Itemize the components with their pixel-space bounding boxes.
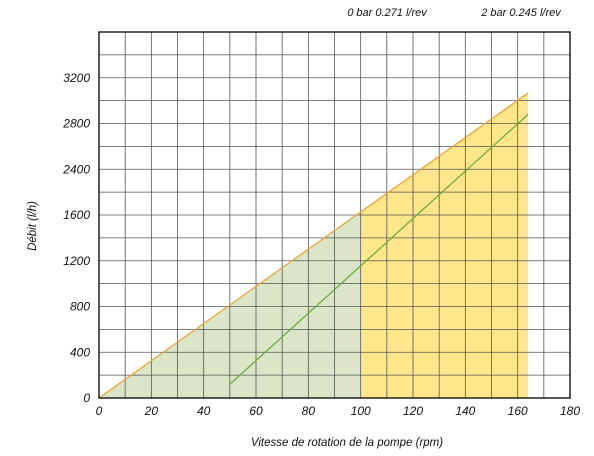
y-tick-label: 800 bbox=[70, 300, 90, 314]
x-tick-label: 160 bbox=[508, 404, 528, 418]
plot-frame bbox=[98, 31, 571, 399]
series-line-1 bbox=[98, 92, 529, 399]
y-tick-label: 0 bbox=[83, 391, 90, 405]
legend-entry-1: 0 bar 0.271 l/rev bbox=[347, 7, 428, 19]
y-axis-label: Débit (l/h) bbox=[27, 201, 39, 251]
x-tick-labels: 0 20 40 60 80 100 120 140 160 180 bbox=[96, 404, 581, 418]
y-tick-label: 1600 bbox=[63, 208, 90, 222]
x-tick-label: 120 bbox=[403, 404, 423, 418]
y-tick-label: 3200 bbox=[63, 71, 90, 85]
legend-entry-2: 2 bar 0.245 l/rev bbox=[480, 7, 562, 19]
y-tick-labels: 0 400 800 1200 1600 2400 2800 3200 bbox=[62, 71, 90, 405]
x-tick-label: 140 bbox=[455, 404, 475, 418]
x-tick-label: 180 bbox=[560, 404, 580, 418]
x-tick-label: 100 bbox=[351, 404, 371, 418]
y-tick-label: 1200 bbox=[63, 254, 90, 268]
series-lines bbox=[98, 92, 529, 399]
plot-border bbox=[98, 31, 571, 399]
x-axis-label: Vitesse de rotation de la pompe (rpm) bbox=[251, 437, 443, 449]
x-tick-label: 20 bbox=[144, 404, 159, 418]
y-tick-label: 2800 bbox=[62, 117, 90, 131]
x-tick-label: 40 bbox=[197, 404, 211, 418]
legend: 0 bar 0.271 l/rev 2 bar 0.245 l/rev bbox=[347, 7, 562, 19]
y-tick-label: 400 bbox=[70, 345, 90, 359]
x-tick-label: 0 bbox=[96, 404, 103, 418]
y-tick-label: 2400 bbox=[62, 162, 90, 176]
x-tick-label: 80 bbox=[302, 404, 316, 418]
x-tick-label: 60 bbox=[249, 404, 263, 418]
series-line-2 bbox=[229, 113, 529, 385]
